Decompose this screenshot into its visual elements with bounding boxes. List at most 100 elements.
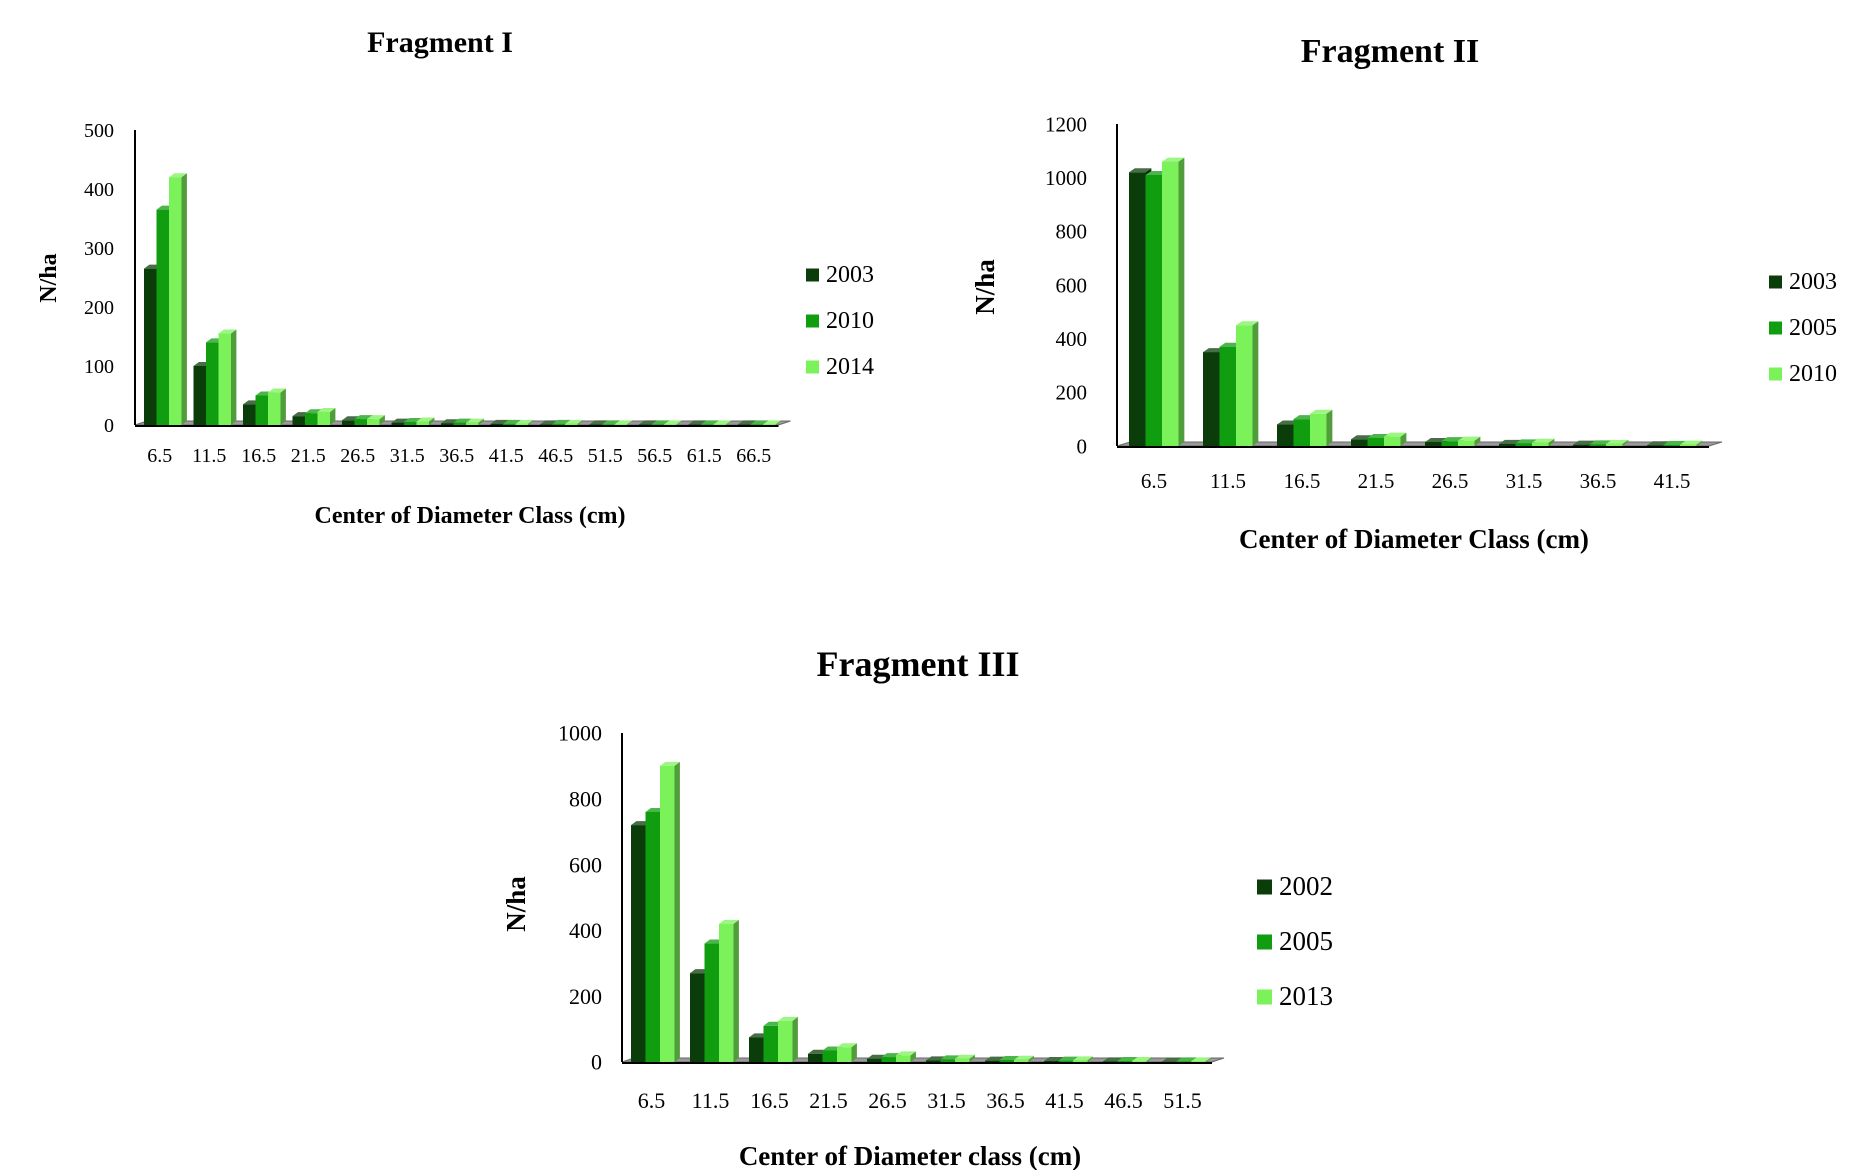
fragment-2-bar-front	[1384, 436, 1401, 446]
fragment-1-bar-front	[218, 333, 231, 425]
fragment-1-bar-front	[391, 422, 404, 425]
fragment-3-bar-top	[1132, 1057, 1152, 1062]
fragment-2-legend-label: 2003	[1789, 269, 1837, 295]
fragment-1-bar-top	[367, 415, 385, 420]
fragment-3-bar-front	[999, 1060, 1014, 1062]
fragment-1-x-tick-label: 16.5	[241, 445, 276, 467]
fragment-2-legend-swatch	[1769, 367, 1782, 381]
fragment-3-bar-front	[808, 1053, 823, 1062]
fragment-1-y-tick-label: 0	[104, 415, 114, 437]
fragment-1-bar-2014-26.5	[367, 415, 385, 425]
fragment-1-bar-side	[330, 408, 336, 425]
fragment-2-bar-top	[1129, 168, 1152, 173]
fragment-3-x-tick-label: 6.5	[638, 1088, 666, 1113]
fragment-1-bar-side	[280, 388, 286, 425]
fragment-2-bar-front	[1663, 444, 1680, 446]
fragment-2-bar-front	[1425, 441, 1442, 446]
fragment-2-bar-front	[1606, 443, 1623, 446]
fragment-1-bar-side	[231, 329, 237, 425]
fragment-2-bar-top	[1606, 439, 1629, 444]
fragment-1-bar-2014-66.5	[763, 420, 781, 425]
fragment-1-legend-label: 2010	[826, 308, 874, 334]
fragment-2-bar-top	[1384, 432, 1407, 437]
fragment-2-bar-2010-26.5	[1458, 436, 1481, 446]
fragment-2-y-axis-label: N/ha	[970, 259, 1000, 315]
fragment-3-bar-front	[1176, 1061, 1191, 1062]
fragment-1-x-tick-label: 66.5	[736, 445, 771, 467]
fragment-3-legend: 2002 2005 2013	[1257, 871, 1333, 1011]
fragment-1-bar-front	[243, 404, 256, 425]
fragment-2-bar-side	[1548, 438, 1555, 446]
fragment-3-bar-side	[674, 761, 680, 1062]
fragment-2-bar-2010-31.5	[1532, 438, 1555, 446]
fragment-3-bar-side	[969, 1054, 975, 1062]
fragment-2-bar-front	[1499, 443, 1516, 446]
fragment-1-bar-top	[750, 420, 769, 425]
fragment-1-bar-side	[676, 420, 682, 425]
fragment-3-bar-2013-46.5	[1132, 1057, 1152, 1062]
fragment-1-bar-top	[738, 420, 756, 425]
fragment-3-bar-front	[940, 1059, 955, 1062]
fragment-3-bar-front	[1058, 1060, 1073, 1062]
fragment-2-bar-front	[1532, 442, 1549, 446]
fragment-2-bar-front	[1589, 444, 1606, 446]
fragment-2-bar-top	[1515, 439, 1538, 444]
fragment-1-legend-swatch	[806, 360, 819, 374]
fragment-1-bar-top	[416, 417, 435, 422]
fragment-3-bar-side	[1087, 1056, 1093, 1062]
fragment-1-x-tick-label: 26.5	[340, 445, 375, 467]
fragment-1-bar-front	[490, 423, 503, 425]
fragment-1-bar-top	[565, 419, 583, 424]
fragment-3-chart: Fragment III 0 200 400 600 800 1000 6.5 11.5 16.5…	[501, 644, 1333, 1170]
fragment-1-bar-front	[268, 392, 281, 425]
fragment-1-bar-top	[713, 420, 732, 425]
fragment-2-bar-side	[1252, 321, 1259, 446]
fragment-1-bar-front	[540, 424, 553, 425]
fragment-2-bar-front	[1293, 419, 1310, 446]
fragment-1-x-axis-label: Center of Diameter Class (cm)	[314, 503, 625, 529]
fragment-2-bar-side	[1622, 439, 1629, 446]
fragment-1-legend-swatch	[806, 314, 819, 328]
fragment-1-bar-front	[552, 423, 565, 425]
fragment-3-bar-top	[955, 1054, 975, 1059]
fragment-3-bar-2013-31.5	[955, 1054, 975, 1062]
fragment-2-bar-top	[1458, 436, 1481, 441]
fragment-3-bar-top	[1117, 1057, 1138, 1062]
fragment-3-y-tick-label: 800	[569, 787, 602, 812]
fragment-3-bar-front	[631, 825, 646, 1062]
fragment-3-legend-swatch	[1257, 879, 1272, 895]
fragment-1-bar-top	[268, 388, 286, 393]
fragment-1-bar-front	[664, 424, 677, 425]
fragment-2-title: Fragment II	[1301, 33, 1479, 70]
fragment-1-x-tick-label: 56.5	[637, 445, 672, 467]
fragment-3-bar-side	[733, 919, 739, 1062]
fragment-3-bar-side	[1146, 1057, 1152, 1062]
fragment-1-bar-top	[218, 329, 237, 334]
fragment-3-bar-2013-41.5	[1073, 1056, 1093, 1062]
fragment-1-bar-front	[651, 424, 664, 425]
fragment-1-bar-front	[589, 424, 602, 425]
fragment-1-bar-front	[701, 424, 714, 425]
fragment-3-bar-front	[1162, 1061, 1177, 1063]
fragment-1-bar-top	[639, 420, 657, 425]
fragment-3-bar-top	[896, 1051, 916, 1056]
fragment-2-bar-front	[1515, 443, 1532, 446]
fragment-1-title: Fragment I	[367, 26, 513, 59]
fragment-3-legend-swatch	[1257, 934, 1272, 950]
fragment-3-legend-label: 2002	[1279, 871, 1333, 901]
fragment-1-y-tick-label: 100	[84, 356, 114, 378]
fragment-3-y-tick-label: 600	[569, 852, 602, 877]
fragment-3-y-tick-label: 400	[569, 918, 602, 943]
fragment-2-y-tick-label: 1200	[1045, 112, 1087, 136]
fragment-1-bar-front	[515, 423, 528, 425]
fragment-1-bar-2014-16.5	[268, 388, 286, 425]
fragment-1-bar-top	[589, 420, 608, 425]
fragment-3-bar-top	[985, 1056, 1005, 1061]
fragment-1-bar-2014-31.5	[416, 417, 435, 425]
fragment-2-bar-top	[1441, 437, 1464, 442]
fragment-1-bar-top	[317, 408, 336, 413]
fragment-2-x-tick-label: 21.5	[1358, 469, 1395, 493]
fragment-1-bar-front	[342, 420, 355, 425]
fragment-1-bar-top	[688, 420, 707, 425]
fragment-1-bar-2014-46.5	[565, 419, 583, 425]
